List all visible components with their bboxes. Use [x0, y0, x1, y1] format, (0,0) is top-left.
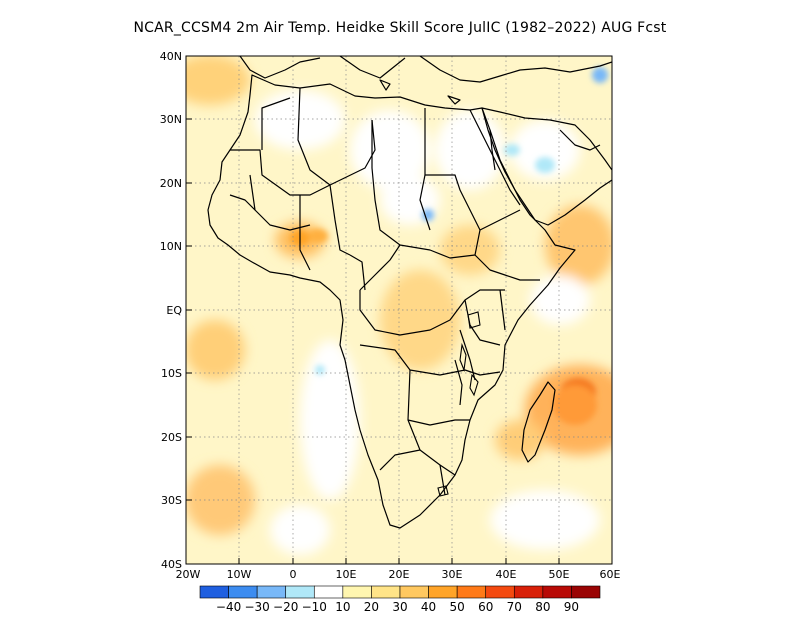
lon-label: 60E — [600, 568, 621, 581]
colorbar-label: 80 — [535, 600, 550, 614]
lat-label: EQ — [166, 304, 182, 317]
colorbar-swatch — [313, 585, 344, 599]
lon-axis: 20W 10W 0 10E 20E 30E 40E 50E 60E — [176, 568, 621, 581]
colorbar-swatch — [456, 585, 487, 599]
colorbar-swatch — [513, 585, 544, 599]
colorbar-label: 50 — [450, 600, 465, 614]
lon-label: 10W — [227, 568, 252, 581]
lon-label: 0 — [290, 568, 297, 581]
colorbar-label: −40 — [216, 600, 241, 614]
colorbar-label: 90 — [564, 600, 579, 614]
colorbar-label: 60 — [478, 600, 493, 614]
lat-label: 40N — [160, 50, 182, 63]
colorbar-label: 10 — [335, 600, 350, 614]
colorbar-swatch — [542, 585, 572, 599]
lat-axis: 40N 30N 20N 10N EQ 10S 20S 30S 40S — [160, 50, 183, 571]
lakes — [437, 311, 481, 497]
coastlines — [207, 56, 612, 529]
lon-label: 40E — [496, 568, 517, 581]
lat-label: 20N — [160, 177, 182, 190]
lon-label: 30E — [442, 568, 463, 581]
colorbar-swatch — [256, 585, 287, 599]
colorbar-swatch — [285, 585, 315, 599]
colorbar-swatch — [428, 585, 458, 599]
lat-label: 30N — [160, 113, 182, 126]
colorbar-label: −20 — [273, 600, 298, 614]
tick-marks — [186, 55, 560, 565]
colorbar-label: −10 — [302, 600, 327, 614]
lat-label: 10S — [161, 367, 182, 380]
lon-label: 20W — [176, 568, 201, 581]
colorbar-label: 40 — [421, 600, 436, 614]
colorbar-label: 70 — [507, 600, 522, 614]
colorbar-swatch — [571, 585, 601, 599]
lon-label: 20E — [389, 568, 410, 581]
lat-label: 30S — [161, 494, 182, 507]
colorbar-swatch — [342, 585, 372, 599]
colorbar-label: −30 — [244, 600, 269, 614]
colorbar-swatch — [399, 585, 429, 599]
lat-label: 10N — [160, 240, 182, 253]
colorbar-swatch — [371, 585, 401, 599]
colorbar-label: 30 — [392, 600, 407, 614]
lat-label: 40S — [161, 558, 182, 571]
colorbar-label: 20 — [364, 600, 379, 614]
colorbar: −40 −30 −20 −10 10 20 30 40 50 60 70 80 90 — [199, 585, 601, 614]
colorbar-swatch — [228, 585, 258, 599]
chart-title: NCAR_CCSM4 2m Air Temp. Heidke Skill Sco… — [133, 20, 667, 36]
lon-label: 50E — [549, 568, 570, 581]
colorbar-swatch — [199, 585, 229, 599]
colorbar-swatch — [485, 585, 515, 599]
skill-shading — [186, 56, 612, 564]
lon-label: 10E — [336, 568, 357, 581]
lat-label: 20S — [161, 431, 182, 444]
